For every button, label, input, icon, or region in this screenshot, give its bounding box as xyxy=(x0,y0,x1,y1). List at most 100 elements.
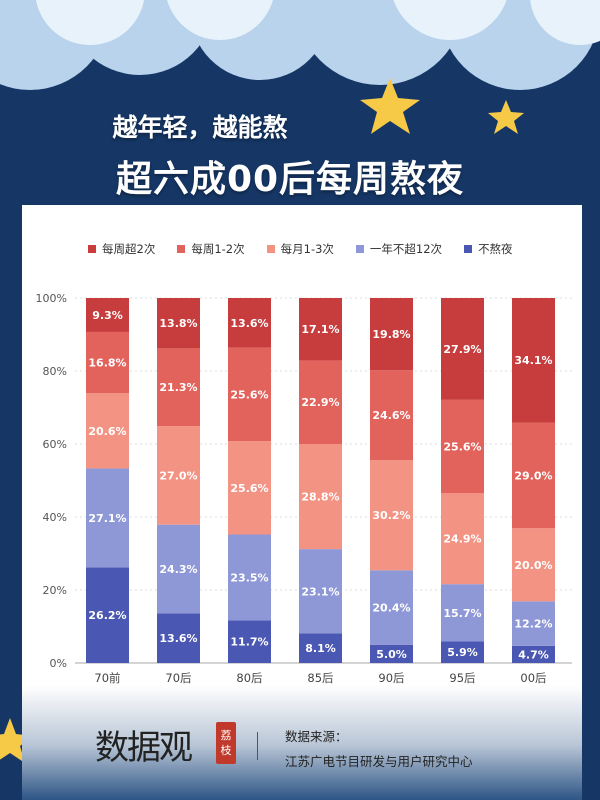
source-label: 数据来源： xyxy=(285,729,348,744)
star-icon xyxy=(0,718,33,763)
data-label: 15.7% xyxy=(443,607,481,620)
bar-segment xyxy=(157,613,200,663)
bar-segment xyxy=(299,444,342,550)
bar-segment xyxy=(157,426,200,525)
star-icon xyxy=(360,78,420,134)
data-label: 17.1% xyxy=(301,323,339,336)
data-label: 25.6% xyxy=(230,482,268,495)
x-tick-label: 95后 xyxy=(449,671,475,685)
data-label: 9.3% xyxy=(92,309,123,322)
bar-segment xyxy=(512,601,555,646)
bar-segment xyxy=(370,298,413,371)
legend-swatch xyxy=(464,245,473,253)
bar-segment xyxy=(157,524,200,614)
data-label: 26.2% xyxy=(88,609,126,622)
badge-char: 枝 xyxy=(220,744,232,757)
legend-item[interactable]: 每月1-3次 xyxy=(266,241,334,257)
data-label: 19.8% xyxy=(372,328,410,341)
data-label: 27.0% xyxy=(159,469,197,482)
bar-segment xyxy=(299,549,342,634)
data-label: 24.3% xyxy=(159,563,197,576)
headline: 越年轻，越能熬 xyxy=(112,113,288,142)
bar-segment xyxy=(299,298,342,361)
data-label: 22.9% xyxy=(301,396,339,409)
bar-segment xyxy=(441,584,484,642)
x-tick-label: 00后 xyxy=(520,671,546,685)
bar-segment xyxy=(228,620,271,663)
data-label: 5.0% xyxy=(376,648,407,661)
data-label: 20.6% xyxy=(88,425,126,438)
bar-segment xyxy=(157,348,200,427)
bar-segment xyxy=(86,393,129,469)
legend-item[interactable]: 不熬夜 xyxy=(464,241,513,257)
data-label: 24.6% xyxy=(372,409,410,422)
bar-segment xyxy=(299,360,342,444)
data-label: 28.8% xyxy=(301,491,339,504)
data-label: 20.0% xyxy=(514,559,552,572)
bar-segment xyxy=(228,347,271,442)
clouds-front xyxy=(35,0,600,45)
legend-item[interactable]: 每周超2次 xyxy=(88,241,155,257)
x-tick-label: 80后 xyxy=(236,671,262,685)
bar-segment xyxy=(86,298,129,332)
legend-swatch xyxy=(266,245,275,253)
legend-swatch xyxy=(355,245,364,253)
bar-segment xyxy=(441,641,484,663)
divider xyxy=(257,732,258,760)
legend-item[interactable]: 每周1-2次 xyxy=(177,241,245,257)
bar-segment xyxy=(86,331,129,394)
data-label: 23.1% xyxy=(301,585,339,598)
data-label: 30.2% xyxy=(372,509,410,522)
logo: 数据观 xyxy=(95,728,193,768)
data-label: 23.5% xyxy=(230,571,268,584)
data-label: 27.9% xyxy=(443,343,481,356)
data-label: 16.8% xyxy=(88,357,126,370)
data-label: 34.1% xyxy=(514,354,552,367)
legend-label: 每周超2次 xyxy=(102,242,156,256)
data-label: 5.9% xyxy=(447,646,478,659)
legend: 每周超2次 每周1-2次 每月1-3次 一年不超12次 不熬夜 xyxy=(88,241,513,257)
legend-swatch xyxy=(88,245,96,253)
main-title: 超六成00后每周熬夜 xyxy=(115,159,465,200)
y-tick-label: 0% xyxy=(50,657,67,670)
bar-segment xyxy=(512,422,555,529)
data-label: 24.9% xyxy=(443,533,481,546)
y-tick-label: 80% xyxy=(43,365,67,378)
logo-badge: 荔 枝 xyxy=(216,722,236,764)
legend-item[interactable]: 一年不超12次 xyxy=(355,241,443,257)
bar-segment xyxy=(228,298,271,348)
data-label: 11.7% xyxy=(230,636,268,649)
data-label: 20.4% xyxy=(372,602,410,615)
data-label: 27.1% xyxy=(88,512,126,525)
bar-segment xyxy=(228,534,271,621)
legend-label: 每月1-3次 xyxy=(280,242,334,256)
legend-label: 每周1-2次 xyxy=(191,242,245,256)
bar-segment xyxy=(370,570,413,645)
bar-segment xyxy=(86,468,129,568)
bar-segment xyxy=(157,298,200,349)
x-tick-label: 90后 xyxy=(378,671,404,685)
data-label: 13.8% xyxy=(159,317,197,330)
x-tick-label: 70后 xyxy=(165,671,191,685)
y-tick-label: 20% xyxy=(43,584,67,597)
bar-segment xyxy=(512,298,555,423)
bar-segment xyxy=(512,528,555,602)
y-tick-label: 100% xyxy=(36,292,67,305)
y-tick-label: 60% xyxy=(43,438,67,451)
data-label: 12.2% xyxy=(514,618,552,631)
bar-segment xyxy=(512,645,555,663)
badge-char: 荔 xyxy=(220,729,232,742)
bar-segment xyxy=(86,567,129,663)
bar-segment xyxy=(441,298,484,400)
data-label: 13.6% xyxy=(159,632,197,645)
bar-segment xyxy=(370,460,413,571)
bar-segment xyxy=(441,493,484,585)
legend-label: 一年不超12次 xyxy=(369,242,443,256)
data-label: 25.6% xyxy=(443,441,481,454)
data-label: 21.3% xyxy=(159,381,197,394)
bar-segment xyxy=(228,441,271,535)
source-org: 江苏广电节目研发与用户研究中心 xyxy=(285,754,473,769)
data-label: 4.7% xyxy=(518,648,549,661)
